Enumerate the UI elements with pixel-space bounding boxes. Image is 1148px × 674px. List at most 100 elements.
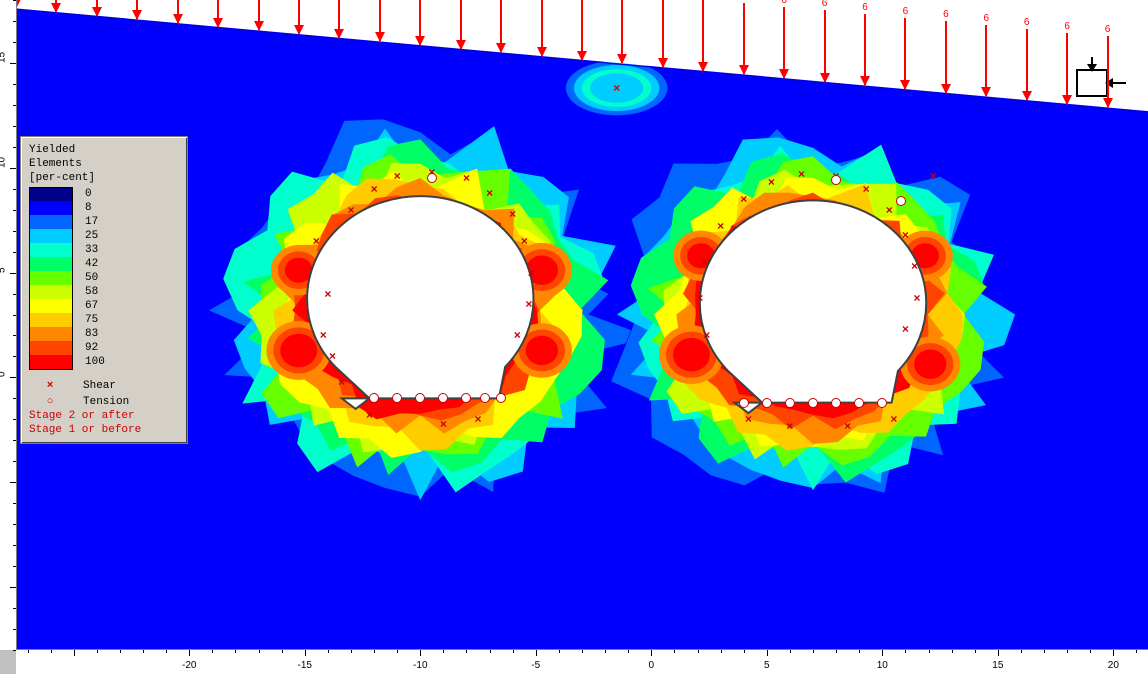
legend-scale-value: 25 [85,229,98,243]
y-tick-label: 10 [0,157,8,168]
shear-marker: × [739,194,749,204]
tension-marker [831,398,841,408]
legend-swatch [29,341,73,355]
legend-swatch [29,285,73,299]
load-arrow [1066,33,1068,104]
shear-marker: × [699,257,709,267]
x-tick-label: 10 [877,660,888,671]
legend-stage-2: Stage 1 or before [29,423,179,437]
load-arrow [1026,29,1028,100]
legend-scale-value: 75 [85,313,98,327]
shear-marker: × [912,293,922,303]
legend-symbol-label: Tension [83,395,129,409]
tension-marker [496,393,506,403]
tension-marker [461,393,471,403]
legend-swatch [29,327,73,341]
legend-swatch [29,201,73,215]
legend-swatch [29,229,73,243]
shear-marker: × [323,289,333,299]
shear-marker: × [526,268,536,278]
load-arrow [864,14,866,85]
shear-marker: × [519,236,529,246]
load-arrow [621,0,623,63]
load-arrow-label: 6 [1024,17,1030,28]
legend-scale-value: 67 [85,299,98,313]
legend-swatch [29,215,73,229]
tension-marker [369,393,379,403]
load-arrow [298,0,300,34]
load-arrow [96,0,98,16]
shear-marker: × [485,188,495,198]
load-arrow [177,0,179,23]
legend-stage-1: Stage 2 or after [29,409,179,423]
shear-marker: × [473,414,483,424]
load-arrow [743,3,745,74]
shear-marker: × [861,184,871,194]
legend-scale-value: 92 [85,341,98,355]
load-arrow [904,18,906,89]
x-tick-label: 0 [649,660,655,671]
shear-marker: × [928,171,938,181]
shear-marker: × [884,205,894,215]
shear-marker: × [524,299,534,309]
shear-marker: × [461,173,471,183]
load-arrow [824,10,826,81]
shear-marker: × [512,330,522,340]
load-arrow [662,0,664,67]
shear-marker: × [785,421,795,431]
x-axis: -20-15-10-505101520 [16,649,1148,674]
shear-marker: × [889,414,899,424]
shear-marker: × [702,330,712,340]
load-arrow [379,0,381,41]
legend-swatch [29,257,73,271]
load-arrow [985,25,987,96]
tension-marker [480,393,490,403]
shear-marker: × [743,414,753,424]
legend-scale-value: 100 [85,355,105,369]
tension-marker [438,393,448,403]
tension-marker [739,398,749,408]
y-tick-label: 15 [0,52,8,63]
y-tick-label: 0 [0,372,8,378]
legend-scale-value: 8 [85,201,92,215]
load-arrow [55,0,57,12]
legend-panel: Yielded Elements [per-cent] 081725334250… [20,136,188,444]
load-arrow [460,0,462,49]
tension-marker [392,393,402,403]
load-arrow-label: 6 [781,0,787,6]
legend-scale-value: 17 [85,215,98,229]
legend-symbol-glyph: ○ [29,395,71,409]
x-tick-label: 15 [992,660,1003,671]
shear-marker: × [900,324,910,334]
load-arrow [258,0,260,30]
legend-swatch [29,299,73,313]
legend-scale-value: 83 [85,327,98,341]
tension-marker [427,173,437,183]
y-tick-label: 5 [0,267,8,273]
tension-marker [785,398,795,408]
load-arrow-label: 6 [862,2,868,13]
load-arrow-label: 6 [903,6,909,17]
shear-marker: × [612,83,622,93]
x-tick-label: -5 [531,660,540,671]
load-arrow [419,0,421,45]
load-arrow-label: 6 [943,9,949,20]
shear-marker: × [327,351,337,361]
shear-marker: × [346,205,356,215]
shear-marker: × [392,171,402,181]
shear-marker: × [796,169,806,179]
legend-swatch [29,187,73,202]
x-tick-label: 20 [1108,660,1119,671]
tension-marker [415,393,425,403]
shear-marker: × [438,419,448,429]
legend-symbol-glyph: × [29,379,71,393]
load-arrow [338,0,340,38]
x-tick-label: -10 [413,660,427,671]
shear-marker: × [364,410,374,420]
legend-symbol-label: Shear [83,379,116,393]
shear-marker: × [318,330,328,340]
legend-swatch [29,355,73,370]
shear-marker: × [508,209,518,219]
tension-marker [762,398,772,408]
tension-marker [877,398,887,408]
